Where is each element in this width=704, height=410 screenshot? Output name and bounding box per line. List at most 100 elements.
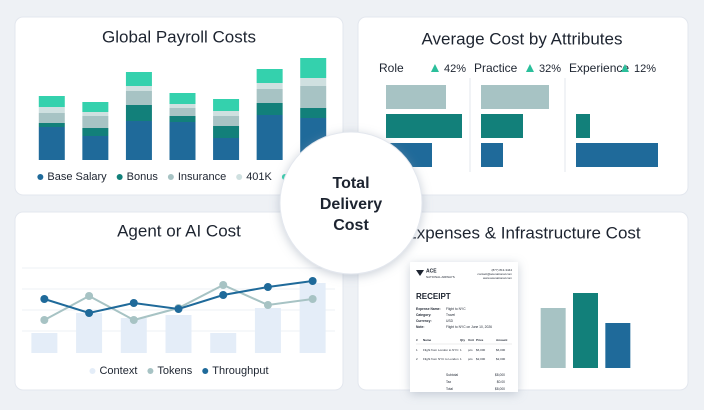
legend-marker [116, 174, 123, 180]
point [219, 291, 228, 299]
bar-segment [256, 69, 283, 83]
cell: 1 [416, 348, 418, 352]
bar [605, 323, 631, 368]
change-label: 42% [444, 63, 466, 75]
bar-segment [213, 116, 240, 126]
bar [299, 283, 326, 353]
legend-label: Base Salary [47, 171, 107, 183]
receipt-title: RECEIPT [416, 292, 451, 301]
bar [481, 85, 549, 109]
point [219, 281, 228, 289]
bar [386, 114, 462, 138]
contact: (877) 813-3444 [491, 268, 512, 272]
column-header: Price [476, 338, 484, 342]
bar [76, 313, 103, 353]
bar [386, 85, 446, 109]
total: $8,000 [495, 387, 505, 391]
legend-label: 401K [246, 171, 272, 183]
bar-segment [125, 91, 152, 105]
bar-segment [256, 115, 283, 160]
bar [31, 333, 58, 353]
bar [210, 333, 237, 353]
center-label: Delivery [320, 196, 382, 213]
bar-segment [125, 105, 152, 121]
point [85, 292, 94, 300]
legend-label: Tokens [157, 365, 192, 377]
cell: $6,000 [476, 348, 486, 352]
bar-segment [300, 58, 327, 78]
bar-segment [256, 103, 283, 115]
legend-marker [147, 368, 154, 374]
field: Category: [416, 313, 431, 317]
legend: Context Tokens Throughput [89, 365, 269, 377]
bar [165, 315, 192, 353]
bar [576, 143, 658, 167]
bar-segment [82, 116, 109, 128]
point [308, 295, 317, 303]
center-label: Cost [333, 217, 369, 234]
bar [481, 143, 503, 167]
field: Travel [446, 313, 455, 317]
bar-segment [82, 136, 109, 160]
cell: 1 [460, 357, 462, 361]
bar-segment [169, 122, 196, 160]
legend-marker [236, 174, 243, 180]
bar [254, 308, 281, 353]
center-label: Total [332, 175, 369, 192]
point [174, 305, 183, 313]
bar [540, 308, 566, 368]
charts: Global Payroll Costs Base Salary Bonus Insu… [22, 27, 658, 392]
column-header: # [416, 338, 418, 342]
point [40, 295, 49, 303]
up-arrow [430, 64, 439, 72]
chart-title: Average Cost by Attributes [422, 29, 623, 48]
center-badge [279, 131, 423, 275]
contact: contact@acenational.com [477, 272, 512, 276]
legend-label: Bonus [127, 171, 159, 183]
column-header: Name [423, 338, 432, 342]
bar-segment [169, 104, 196, 108]
legend-label: Context [99, 365, 137, 377]
point [40, 316, 49, 324]
cell: Flight from NYC to London [423, 357, 459, 361]
cell: 1 [460, 348, 462, 352]
point [263, 283, 272, 291]
bar-segment [213, 126, 240, 138]
bar [576, 114, 590, 138]
cell: pcs [468, 357, 473, 361]
point [263, 301, 272, 309]
bar-segment [300, 86, 327, 108]
field: USD [446, 319, 454, 323]
bar-segment [82, 112, 109, 116]
column-header: Amount [496, 338, 507, 342]
bar-segment [213, 138, 240, 160]
bar-segment [169, 108, 196, 116]
bar-segment [300, 108, 327, 118]
cell: $6,000 [496, 348, 506, 352]
change-label: 32% [539, 63, 561, 75]
column-header: Qty [460, 338, 465, 342]
bar-segment [82, 128, 109, 136]
bar-segment [213, 99, 240, 111]
total: Total [446, 387, 453, 391]
bar-segment [38, 107, 65, 113]
total: $0.00 [497, 380, 505, 384]
up-arrow [525, 64, 534, 72]
bar-segment [82, 102, 109, 112]
field: Flight to NYC on June 10, 2026 [446, 325, 492, 329]
bar-segment [300, 78, 327, 86]
brand: ACE [426, 268, 437, 274]
legend-marker [167, 174, 174, 180]
legend-marker [202, 368, 209, 374]
bar-segment [38, 96, 65, 107]
bar-segment [125, 72, 152, 86]
bar [481, 114, 523, 138]
brand-sub: NATIONAL AIRWAYS [426, 275, 455, 279]
point [308, 277, 317, 285]
panel-label: Role [379, 61, 404, 75]
legend-label: Insurance [178, 171, 226, 183]
receipt-paper [410, 262, 518, 392]
total: Subtotal [446, 373, 458, 377]
